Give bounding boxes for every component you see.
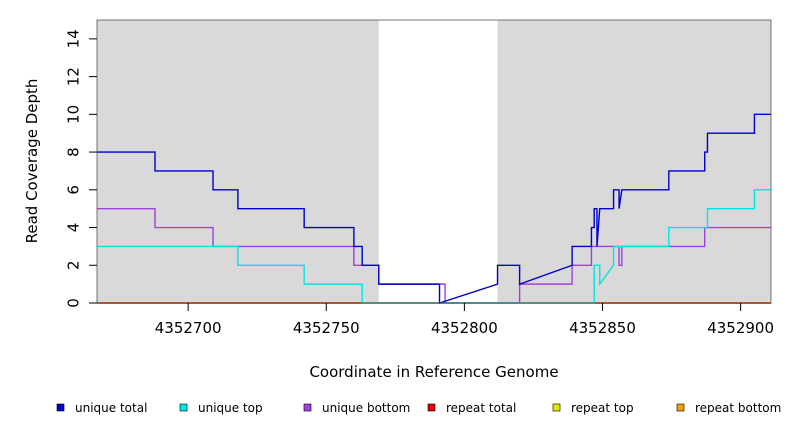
x-tick-label: 4352850 — [569, 319, 636, 337]
x-tick-label: 4352800 — [431, 319, 498, 337]
x-axis: 4352700 4352750 4352800 4352850 4352900 — [155, 303, 774, 337]
y-tick-label: 4 — [64, 223, 82, 233]
y-axis-label: Read Coverage Depth — [23, 79, 41, 244]
legend-swatch-repeat-top — [552, 403, 561, 412]
legend-swatch-repeat-bottom — [676, 403, 685, 412]
legend-swatch-unique-top — [179, 403, 188, 412]
y-tick-label: 12 — [64, 67, 82, 86]
legend-swatch-unique-total — [56, 403, 65, 412]
y-tick-label: 14 — [64, 29, 82, 48]
series-unique-total — [97, 113, 771, 304]
x-tick-label: 4352700 — [155, 319, 222, 337]
legend-label: unique top — [198, 401, 263, 415]
legend-label: repeat total — [446, 401, 516, 415]
series-unique-top — [97, 189, 771, 304]
legend-label: unique bottom — [322, 401, 410, 415]
y-tick-label: 6 — [64, 185, 82, 195]
legend: unique total unique top unique bottom repea… — [56, 401, 781, 415]
y-tick-label: 2 — [64, 260, 82, 270]
shaded-regions — [97, 20, 771, 303]
legend-label: unique total — [75, 401, 147, 415]
x-axis-label: Coordinate in Reference Genome — [309, 363, 558, 381]
legend-swatch-repeat-total — [427, 403, 436, 412]
legend-label: repeat top — [571, 401, 634, 415]
y-tick-label: 10 — [64, 105, 82, 124]
y-tick-label: 0 — [64, 298, 82, 308]
y-axis: 0 2 4 6 8 10 12 14 — [64, 29, 97, 308]
x-tick-label: 4352750 — [293, 319, 360, 337]
x-tick-label: 4352900 — [707, 319, 774, 337]
y-tick-label: 8 — [64, 147, 82, 157]
legend-label: repeat bottom — [695, 401, 781, 415]
legend-swatch-unique-bottom — [303, 403, 312, 412]
shaded-region-2 — [497, 20, 771, 303]
plot-frame — [96, 19, 772, 304]
